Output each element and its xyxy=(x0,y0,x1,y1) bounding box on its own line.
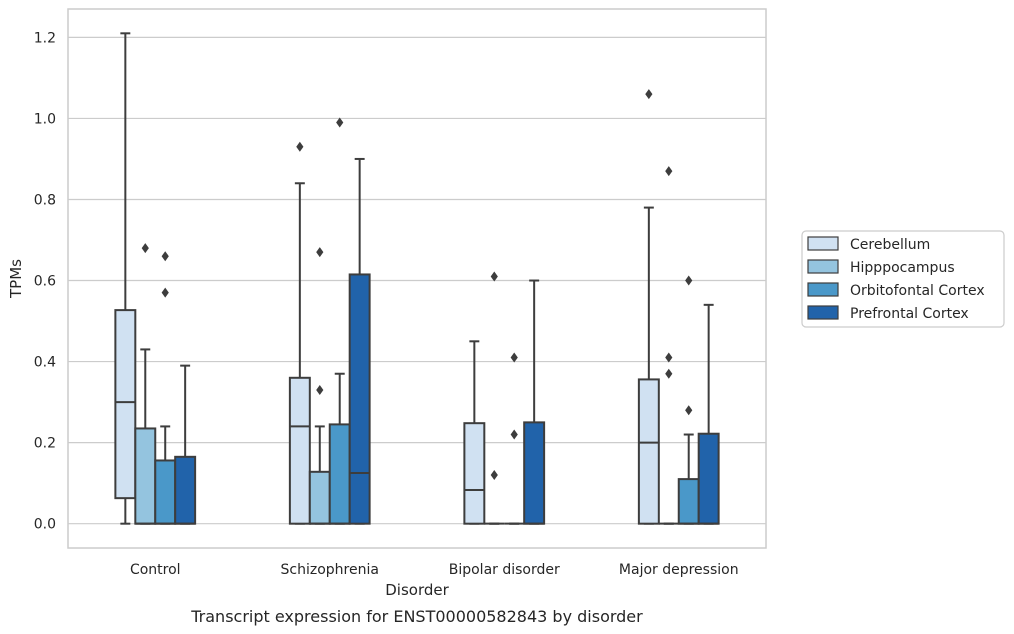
y-tick-label: 0.0 xyxy=(34,517,56,533)
box-hipppocampus xyxy=(134,243,157,525)
box-hipppocampus xyxy=(308,247,331,525)
outlier-point xyxy=(685,405,693,416)
box-prefrontal-cortex xyxy=(523,279,546,525)
legend-label: Orbitofontal Cortex xyxy=(850,283,985,299)
outlier-point xyxy=(490,470,498,481)
box-hipppocampus xyxy=(658,166,679,525)
outlier-point xyxy=(316,384,324,395)
chart-caption: Transcript expression for ENST0000058284… xyxy=(190,607,643,626)
box-plot-marks xyxy=(114,32,720,525)
x-tick-label: Major depression xyxy=(619,562,739,578)
outlier-point xyxy=(665,166,673,177)
box-cerebellum xyxy=(637,89,660,525)
x-tick-label: Bipolar disorder xyxy=(449,562,560,578)
box-cerebellum xyxy=(463,340,486,525)
legend: Cerebellum Hipppocampus Orbitofontal Corte… xyxy=(801,230,1005,328)
legend-label: Prefrontal Cortex xyxy=(850,306,969,322)
box-orbitofontal-cortex xyxy=(504,352,525,525)
box-iqr xyxy=(174,455,197,525)
outlier-point xyxy=(665,368,673,379)
legend-swatch xyxy=(807,236,839,251)
legend-swatch xyxy=(807,305,839,320)
plot-frame xyxy=(67,8,767,549)
x-axis-title: Disorder xyxy=(385,581,449,599)
box-iqr xyxy=(348,273,371,525)
legend-item: Orbitofontal Cortex xyxy=(807,282,985,299)
y-tick-label: 1.0 xyxy=(34,111,56,127)
box-iqr xyxy=(463,422,486,525)
x-axis-ticks: Control Schizophrenia Bipolar disorder Majo… xyxy=(130,562,739,578)
outlier-point xyxy=(161,287,169,298)
box-iqr xyxy=(308,470,331,525)
grid-lines xyxy=(68,36,766,525)
legend-label: Hipppocampus xyxy=(850,260,955,276)
box-orbitofontal-cortex xyxy=(154,251,177,525)
outlier-point xyxy=(296,141,304,152)
box-iqr xyxy=(328,423,351,525)
box-iqr xyxy=(114,309,137,500)
y-tick-label: 0.8 xyxy=(34,192,56,208)
outlier-point xyxy=(141,243,149,254)
y-tick-label: 0.2 xyxy=(34,436,56,452)
outlier-point xyxy=(685,275,693,286)
box-hipppocampus xyxy=(484,271,505,525)
outlier-point xyxy=(665,352,673,363)
box-prefrontal-cortex xyxy=(697,303,720,525)
outlier-point xyxy=(161,251,169,262)
box-cerebellum xyxy=(114,32,137,525)
box-cerebellum xyxy=(288,141,311,525)
y-tick-label: 1.2 xyxy=(34,30,56,46)
y-axis-title: TPMs xyxy=(7,259,25,299)
legend-item: Prefrontal Cortex xyxy=(807,305,969,322)
legend-swatch xyxy=(807,259,839,274)
box-iqr xyxy=(523,421,546,525)
outlier-point xyxy=(645,89,653,100)
outlier-point xyxy=(490,271,498,282)
legend-frame xyxy=(801,230,1005,328)
box-iqr xyxy=(677,478,700,525)
box-iqr xyxy=(637,378,660,525)
box-iqr xyxy=(154,459,177,525)
box-prefrontal-cortex xyxy=(174,364,197,525)
box-iqr xyxy=(697,432,720,525)
box-iqr xyxy=(288,376,311,525)
legend-item: Hipppocampus xyxy=(807,259,955,276)
outlier-point xyxy=(510,352,518,363)
legend-item: Cerebellum xyxy=(807,236,930,253)
outlier-point xyxy=(316,247,324,258)
y-tick-label: 0.4 xyxy=(34,355,56,371)
box-orbitofontal-cortex xyxy=(328,117,351,525)
box-iqr xyxy=(134,427,157,525)
x-tick-label: Control xyxy=(130,562,181,578)
y-axis-ticks: 0.0 0.2 0.4 0.6 0.8 1.0 1.2 xyxy=(34,30,56,532)
outlier-point xyxy=(510,429,518,440)
legend-swatch xyxy=(807,282,839,297)
outlier-point xyxy=(336,117,344,128)
x-tick-label: Schizophrenia xyxy=(281,562,379,578)
box-prefrontal-cortex xyxy=(348,157,371,525)
y-tick-label: 0.6 xyxy=(34,274,56,290)
box-orbitofontal-cortex xyxy=(677,275,700,525)
legend-label: Cerebellum xyxy=(850,237,930,253)
